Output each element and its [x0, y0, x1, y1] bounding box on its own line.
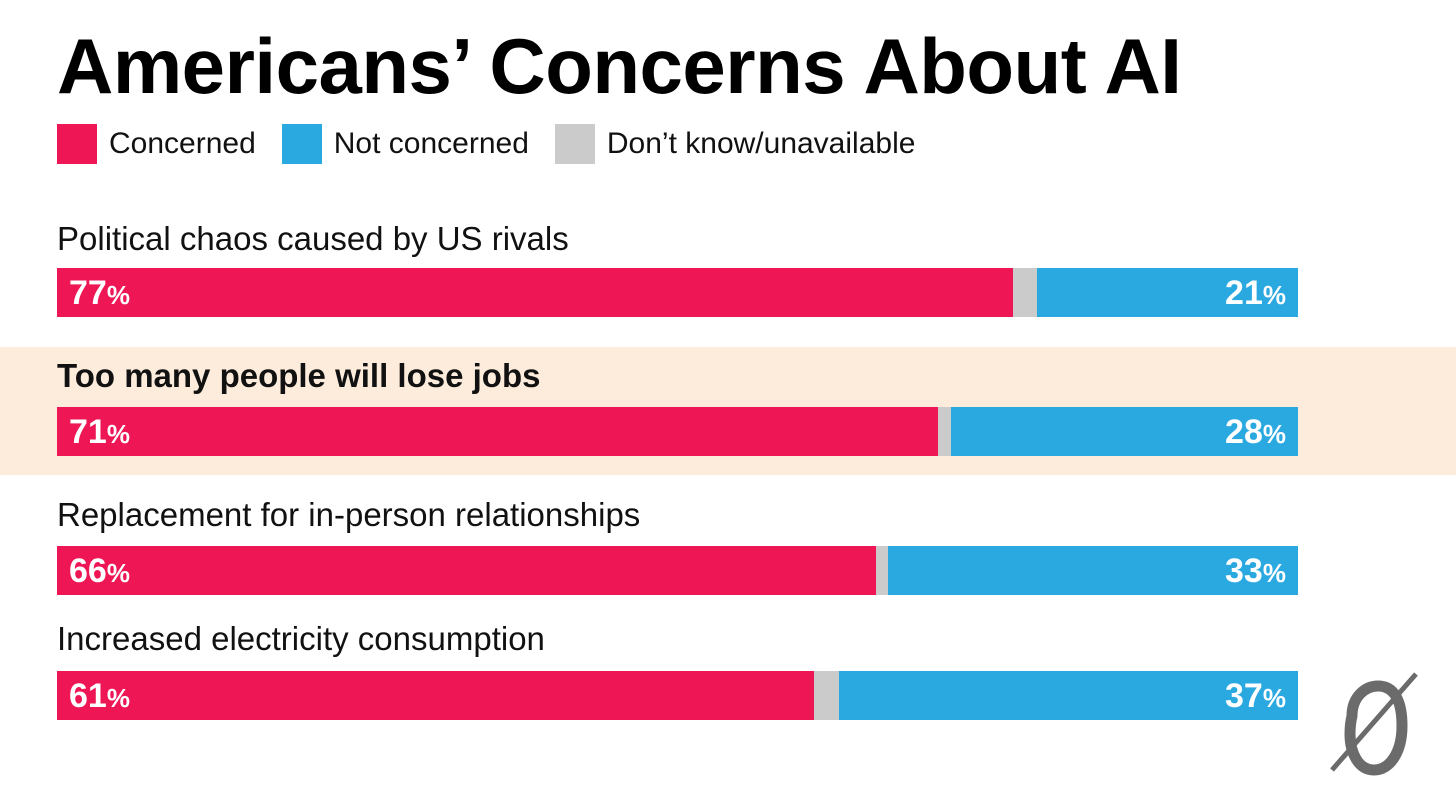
- concerned-pct-label-value: 66: [69, 551, 107, 590]
- category-label: Too many people will lose jobs: [57, 357, 541, 394]
- not-concerned-pct-label: 33%: [1225, 554, 1286, 588]
- concerned-pct-label-unit: %: [106, 557, 130, 588]
- chart-title: Americans’ Concerns About AI: [57, 22, 1182, 110]
- bar-row: Replacement for in-person relationships 6…: [0, 488, 1456, 604]
- legend-item-not-concerned: Not concerned: [281, 124, 529, 164]
- not-concerned-pct-label-value: 33: [1225, 551, 1263, 590]
- legend-label-not-concerned: Not concerned: [333, 127, 529, 160]
- legend-label-concerned: Concerned: [109, 127, 256, 160]
- bar-segment-concerned: 77%: [57, 268, 1013, 317]
- not-concerned-pct-label-value: 28: [1225, 412, 1263, 451]
- not-concerned-pct-label: 37%: [1225, 679, 1286, 713]
- bar-segment-concerned: 61%: [57, 671, 814, 720]
- not-concerned-pct-label-unit: %: [1262, 418, 1286, 449]
- legend: Concerned Not concerned Don’t know/unava…: [57, 124, 941, 164]
- bar-segment-dont-know: [876, 546, 889, 595]
- legend-swatch-not-concerned: [281, 124, 322, 164]
- concerned-pct-label-unit: %: [106, 418, 130, 449]
- stacked-bar: 77% 21%: [57, 268, 1298, 317]
- concerned-pct-label: 71%: [69, 415, 130, 449]
- legend-swatch-dont-know: [554, 124, 595, 164]
- bar-row: Increased electricity consumption 61% 37%: [0, 612, 1456, 728]
- concerned-pct-label: 77%: [69, 276, 130, 310]
- concerned-pct-label-value: 77: [69, 273, 107, 312]
- concerned-pct-label: 61%: [69, 679, 130, 713]
- concerned-pct-label-value: 61: [69, 676, 107, 715]
- concerned-pct-label-value: 71: [69, 412, 107, 451]
- legend-item-concerned: Concerned: [57, 124, 256, 164]
- stacked-bar: 71% 28%: [57, 407, 1298, 456]
- legend-item-dont-know: Don’t know/unavailable: [554, 124, 916, 164]
- bar-segment-not-concerned: 37%: [838, 671, 1298, 720]
- bar-segment-concerned: 66%: [57, 546, 877, 595]
- bar-segment-dont-know: [938, 407, 951, 456]
- bar-segment-dont-know: [814, 671, 839, 720]
- not-concerned-pct-label-value: 37: [1225, 676, 1263, 715]
- legend-swatch-concerned: [57, 124, 97, 164]
- not-concerned-pct-label-value: 21: [1225, 273, 1263, 312]
- bar-segment-not-concerned: 33%: [888, 546, 1298, 595]
- not-concerned-pct-label: 21%: [1225, 276, 1286, 310]
- bar-segment-concerned: 71%: [57, 407, 939, 456]
- concerned-pct-label-unit: %: [106, 279, 130, 310]
- category-label: Increased electricity consumption: [57, 620, 545, 657]
- stacked-bar: 66% 33%: [57, 546, 1298, 595]
- concerned-pct-label: 66%: [69, 554, 130, 588]
- not-concerned-pct-label-unit: %: [1262, 279, 1286, 310]
- category-label: Political chaos caused by US rivals: [57, 220, 569, 257]
- legend-label-dont-know: Don’t know/unavailable: [606, 127, 916, 160]
- bar-segment-not-concerned: 28%: [950, 407, 1298, 456]
- stacked-bar: 61% 37%: [57, 671, 1298, 720]
- not-concerned-pct-label-unit: %: [1262, 682, 1286, 713]
- not-concerned-pct-label-unit: %: [1262, 557, 1286, 588]
- publisher-logo-icon: [1330, 672, 1418, 776]
- concerned-pct-label-unit: %: [106, 682, 130, 713]
- bar-segment-not-concerned: 21%: [1037, 268, 1298, 317]
- bar-row: Too many people will lose jobs 71% 28%: [0, 347, 1456, 475]
- category-label: Replacement for in-person relationships: [57, 496, 641, 533]
- bar-row: Political chaos caused by US rivals 77% 21…: [0, 210, 1456, 326]
- bar-segment-dont-know: [1012, 268, 1038, 317]
- not-concerned-pct-label: 28%: [1225, 415, 1286, 449]
